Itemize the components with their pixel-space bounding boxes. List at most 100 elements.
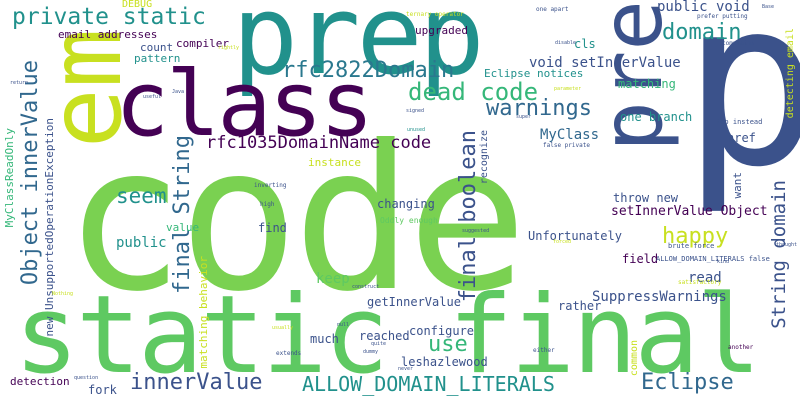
word-prefer-putting: prefer putting <box>697 13 748 20</box>
word-new-unsupported: new UnsupportedOperationException <box>43 118 56 337</box>
word-common: common <box>629 340 640 377</box>
word-configure: configure <box>409 324 475 338</box>
word-domain: domain <box>662 20 742 45</box>
word-top-instead: top instead <box>716 118 763 126</box>
word-upgraded: upgraded <box>415 24 468 37</box>
word-setinnervalue-object: setInnerValue Object <box>611 204 768 219</box>
word-cls: cls <box>574 37 596 51</box>
word-static-final: static final <box>14 273 761 398</box>
word-email-addresses: email addresses <box>58 28 158 41</box>
word-detection: detection <box>10 375 70 388</box>
word-use: use <box>428 332 468 357</box>
word-object-innervalue: Object innerValue <box>18 60 43 286</box>
word-high: high <box>260 201 275 208</box>
word-base: Base <box>762 4 775 10</box>
word-super: super <box>516 114 532 120</box>
word-another: another <box>728 344 754 351</box>
word-changing: changing <box>377 197 435 211</box>
word-oddly-enough: Oddly enough <box>380 216 438 225</box>
word-nothing: Nothing <box>52 291 74 297</box>
word-reached: reached <box>359 329 410 343</box>
word-false-private: false private <box>543 142 590 149</box>
word-detecting-email: detecting email <box>785 28 796 119</box>
word-suggested: suggested <box>462 228 490 234</box>
word-dummy: dummy <box>363 349 379 355</box>
word-suppresswarnings: SuppressWarnings <box>592 289 727 305</box>
word-quite: quite <box>371 341 387 347</box>
word-matching-behavior: matching behavior <box>197 256 210 369</box>
word-unfortunately: Unfortunately <box>528 229 622 243</box>
word-private-static: private static <box>12 4 206 30</box>
word-disable: disable <box>555 40 577 46</box>
word-void-setinnervalue: void setInnerValue <box>529 55 681 71</box>
word-warnings: warnings <box>486 96 592 121</box>
word-debug: DEBUG <box>122 0 153 10</box>
word-complains: complains <box>722 40 755 47</box>
word-inverting: inverting <box>254 182 287 189</box>
word-p: p <box>682 0 800 218</box>
word-innervalue: innerValue <box>130 370 263 395</box>
word-prep: prep <box>232 0 485 99</box>
word-allow-domain-literals: ALLOW_DOMAIN_LITERALS <box>302 372 555 396</box>
word-return: return <box>10 80 29 86</box>
word-want: want <box>731 172 744 199</box>
word-satisfactory: satisfactory <box>678 279 722 286</box>
word-getinnervalue: getInnerValue <box>367 295 461 309</box>
word-seem: seem <box>116 184 167 208</box>
word-happy: happy <box>662 224 729 249</box>
word-null: null <box>337 322 350 328</box>
word-construct: construct <box>352 284 380 290</box>
word-class: class <box>115 52 374 157</box>
word-compiler: compiler <box>176 37 229 50</box>
word-eclipse: Eclipse <box>641 370 734 395</box>
word-pattern: pattern <box>134 52 181 65</box>
word-public: public <box>116 235 167 251</box>
word-myclassreadonly: MyClassReadOnly <box>3 128 16 228</box>
word-forced: forced <box>553 239 572 245</box>
word-code: code <box>64 103 528 336</box>
word-java: Java <box>172 89 185 95</box>
word-brute-force: brute force <box>668 242 715 250</box>
word-eclipse-notices: Eclipse notices <box>484 67 584 80</box>
word-rfc2822Domain: rfc2822Domain <box>282 58 455 83</box>
word-value: value <box>166 221 200 234</box>
word-question: question <box>74 375 99 381</box>
word-rather: rather <box>558 299 602 313</box>
word-fork: fork <box>88 383 117 397</box>
word-rightly: rightly <box>218 45 240 51</box>
word-signed: signed <box>406 108 425 114</box>
word-count: count <box>140 41 174 54</box>
word-read: read <box>688 270 722 286</box>
word-href: href <box>727 131 756 145</box>
word-recognize: recognize <box>479 130 490 185</box>
word-thought: thought <box>776 242 798 248</box>
word-final-boolean: final boolean <box>456 130 481 303</box>
word-never: never <box>398 366 414 372</box>
word-one-apart: one apart <box>536 6 569 13</box>
word-kind: kind <box>717 259 730 265</box>
word-public-void: public void <box>657 0 750 15</box>
word-much: much <box>310 332 339 346</box>
word-myclass: MyClass <box>540 127 600 143</box>
word-leshazlewood: leshazlewood <box>401 355 488 369</box>
word-field: field <box>622 252 659 266</box>
word-one-branch: one branch <box>620 110 693 124</box>
word-string-domain: String domain <box>768 180 790 329</box>
word-ternary-operator: ternary operator <box>406 11 464 18</box>
word-keep: keep <box>316 271 350 287</box>
word-usually: usually <box>272 325 294 331</box>
word-either: either <box>533 347 555 354</box>
word-useful: useful <box>143 94 162 100</box>
word-unused: unused <box>407 127 426 133</box>
word-rfc1035: rfc1035DomainName code <box>206 133 432 153</box>
word-extends: extends <box>276 350 302 357</box>
word-throw-new: throw new <box>613 191 679 205</box>
word-find: find <box>258 221 287 235</box>
word-dead-code: dead code <box>408 78 539 106</box>
word-instance: instance <box>308 156 361 169</box>
word-parameter: parameter <box>554 86 582 92</box>
word-allow-false: ALLOW_DOMAIN_LITERALS false <box>656 255 770 263</box>
word-matching: matching <box>618 77 676 91</box>
word-final-string: final String <box>170 135 195 294</box>
